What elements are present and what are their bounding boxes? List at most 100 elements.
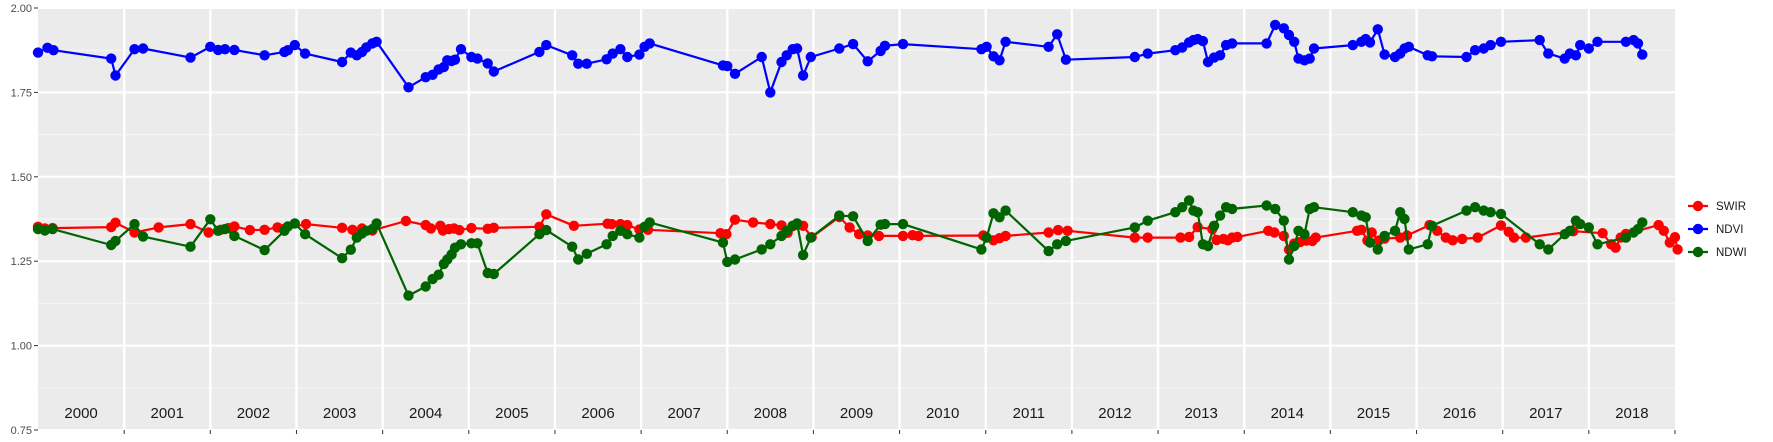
ndwi-point [765,239,776,250]
swir-point [488,222,499,233]
ndvi-point [791,43,803,54]
ndvi-point [403,82,414,93]
ndwi-point [756,244,767,255]
year-label: 2003 [323,405,356,422]
ndwi-point [1192,207,1203,218]
ndwi-point [488,268,499,280]
x-axis-ticks [123,430,1676,434]
ndwi-point [299,229,311,240]
ndvi-point [1347,39,1359,51]
swir-point [897,230,909,242]
ndvi-point [1637,49,1648,60]
ndwi-point [205,214,216,225]
ndvi-point [1461,51,1472,63]
ndvi-point [862,56,873,67]
ndwi-point [47,223,58,235]
ndvi-point [607,48,618,59]
year-label: 2012 [1098,405,1131,422]
ndvi-point [644,38,655,49]
ndvi-point [879,40,891,51]
ndwi-point [897,218,909,230]
swir-point [1175,232,1186,243]
ndvi-point [336,56,348,68]
ndwi-point [110,235,121,247]
year-label: 2004 [409,405,442,422]
ndvi-point [32,47,44,58]
swir-point [1658,225,1670,236]
ndvi-point [219,44,231,55]
ndwi-point [1060,235,1072,247]
ndvi-point [541,39,552,51]
ndvi-point [1403,41,1415,52]
swir-point [400,215,412,227]
ndvi-point [455,44,467,55]
swir-point [110,217,121,228]
ndwi-point [541,224,552,236]
ndvi-point [1304,53,1315,64]
ndvi-point [1575,39,1586,51]
ndvi-point [1485,39,1496,51]
year-label: 2011 [1013,405,1045,422]
ndwi-point [976,244,987,255]
year-label: 2009 [840,405,873,422]
ndwi-point [1052,239,1063,250]
swir-point [336,222,348,233]
ndvi-point [897,38,909,50]
ndwi-point [862,235,873,247]
ndvi-point [205,41,216,52]
ndwi-point [1278,215,1290,226]
ndwi-point [1485,207,1496,218]
ndwi-point [229,230,240,242]
ndvi-point [482,58,493,69]
swir-point [259,224,270,235]
year-separators: 2000 2001 2002 2003 2004 2005 2006 2007 2008 2009… [64,8,1649,430]
ndwi-point [1283,254,1295,265]
ndvi-point [299,48,311,59]
ndvi-point [137,43,149,54]
ndwi-point [791,218,803,229]
ndvi-point [1632,38,1644,49]
swir-point [153,222,164,233]
y-tick-label: 1.75 [11,87,32,99]
ndvi-point [129,44,140,55]
ndwi-point [1403,244,1415,255]
ndwi-point [1637,217,1648,228]
swir-point [244,224,256,236]
ndwi-point [1299,229,1310,240]
ndvi-point [534,46,545,58]
ndvi-point [1364,37,1376,48]
swir-point [1669,232,1681,243]
ndwi-point [1583,222,1595,233]
ndvi-point [756,51,767,63]
year-label: 2002 [237,405,270,422]
ndvi-point [722,60,733,72]
ndwi-point [1592,239,1603,250]
ndvi-point [371,36,382,47]
ndwi-point [581,248,592,259]
ndwi-point [1347,207,1359,218]
ndwi-point [797,249,809,261]
swir-point [606,218,617,230]
ndvi-point [573,58,584,69]
swir-point [721,229,732,240]
year-label: 2015 [1357,405,1390,422]
ndvi-point [1052,29,1063,40]
year-label: 2018 [1615,405,1648,422]
ndvi-point [1426,51,1438,62]
ndwi-point [1422,239,1433,250]
series-group [32,19,1683,301]
ndwi-point [472,238,483,249]
swir-point [203,227,214,238]
ndwi-point [1308,202,1320,213]
ndwi-point [1043,245,1054,257]
ndvi-point [1379,49,1390,60]
ndwi-point [1564,225,1576,236]
year-label: 2016 [1443,405,1476,422]
ndvi-point [1214,50,1226,61]
ndwi-point [1372,244,1384,255]
y-tick-label: 1.50 [11,172,32,184]
ndvi-point [185,52,196,63]
ndvi-point [1583,43,1595,54]
ndwi-point [994,212,1005,223]
